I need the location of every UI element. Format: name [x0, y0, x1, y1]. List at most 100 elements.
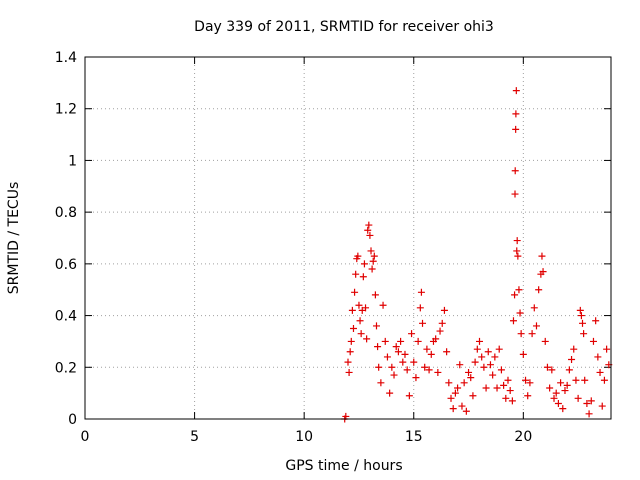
data-point — [436, 327, 444, 335]
data-point — [516, 309, 524, 317]
data-point — [458, 402, 466, 410]
data-point — [355, 301, 363, 309]
data-point — [482, 384, 490, 392]
data-point — [561, 387, 569, 395]
data-point — [344, 358, 352, 366]
data-point — [438, 319, 446, 327]
data-point — [543, 363, 551, 371]
data-point — [577, 312, 585, 320]
data-point — [557, 379, 565, 387]
data-point — [408, 330, 416, 338]
data-point — [580, 330, 588, 338]
data-point — [530, 304, 538, 312]
data-point — [522, 376, 530, 384]
data-point — [519, 350, 527, 358]
data-point — [532, 322, 540, 330]
data-point — [412, 374, 420, 382]
data-point — [434, 368, 442, 376]
chart-title: Day 339 of 2011, SRMTID for receiver ohi… — [194, 19, 494, 35]
data-point — [550, 394, 558, 402]
data-point — [370, 252, 378, 260]
data-point — [581, 376, 589, 384]
y-tick-label: 0.6 — [55, 257, 77, 273]
data-point — [369, 257, 377, 265]
data-point — [480, 363, 488, 371]
data-point — [423, 345, 431, 353]
data-point — [417, 288, 425, 296]
data-point — [346, 348, 354, 356]
data-point — [390, 371, 398, 379]
x-tick-label: 15 — [405, 429, 423, 445]
data-point — [371, 291, 379, 299]
data-point — [594, 353, 602, 361]
data-point — [511, 167, 519, 175]
x-tick-label: 20 — [514, 429, 532, 445]
data-point — [347, 337, 355, 345]
data-point — [554, 399, 562, 407]
data-point — [397, 337, 405, 345]
data-point — [489, 371, 497, 379]
x-tick-label: 0 — [81, 429, 90, 445]
data-point — [512, 87, 520, 95]
y-tick-label: 0.4 — [55, 309, 77, 325]
data-point — [570, 345, 578, 353]
data-point — [541, 337, 549, 345]
data-point — [394, 348, 402, 356]
data-point — [559, 405, 567, 413]
data-point — [506, 387, 514, 395]
data-point — [528, 330, 536, 338]
data-point — [349, 325, 357, 332]
data-point — [587, 397, 595, 405]
y-axis-label: SRMTID / TECUs — [6, 182, 22, 295]
data-point — [392, 343, 400, 351]
data-point — [405, 392, 413, 400]
data-point — [374, 343, 382, 351]
data-point — [421, 363, 429, 371]
data-point — [563, 381, 571, 389]
data-point — [515, 286, 523, 294]
data-point — [401, 350, 409, 358]
data-point — [484, 348, 492, 356]
data-point — [603, 345, 611, 353]
data-point — [345, 368, 353, 376]
data-point — [352, 270, 360, 278]
data-point — [512, 110, 520, 118]
data-point — [440, 306, 448, 314]
data-point — [512, 125, 520, 133]
data-point — [375, 363, 383, 371]
data-point — [513, 237, 521, 245]
data-point — [368, 265, 376, 273]
y-tick-label: 1 — [68, 153, 77, 169]
y-tick-label: 1.2 — [55, 102, 77, 118]
plot-area-border — [84, 56, 612, 420]
data-point — [574, 394, 582, 402]
data-point — [377, 379, 385, 387]
data-point — [509, 317, 517, 325]
data-point — [460, 379, 468, 387]
data-point — [365, 221, 373, 229]
data-point — [511, 291, 519, 299]
data-point — [600, 376, 608, 384]
data-point — [356, 317, 364, 325]
y-tick-label: 1.4 — [55, 50, 77, 66]
data-point — [427, 350, 435, 358]
data-point — [364, 226, 372, 234]
data-point — [414, 337, 422, 345]
data-point — [357, 330, 365, 338]
data-point — [598, 402, 606, 410]
data-point — [383, 353, 391, 361]
data-point — [592, 317, 600, 325]
data-point — [449, 405, 457, 413]
data-point — [379, 301, 387, 309]
data-point — [399, 358, 407, 366]
tick-labels: 0 0.2 0.4 0.6 0.8 1 1.2 1.4 0 5 10 15 20 — [55, 50, 533, 445]
data-point — [467, 374, 475, 382]
data-point — [572, 376, 580, 384]
data-point — [443, 348, 451, 356]
data-point — [469, 392, 477, 400]
data-point — [425, 366, 433, 374]
x-axis-label: GPS time / hours — [285, 458, 402, 474]
data-point — [451, 389, 459, 397]
data-point — [548, 366, 556, 374]
